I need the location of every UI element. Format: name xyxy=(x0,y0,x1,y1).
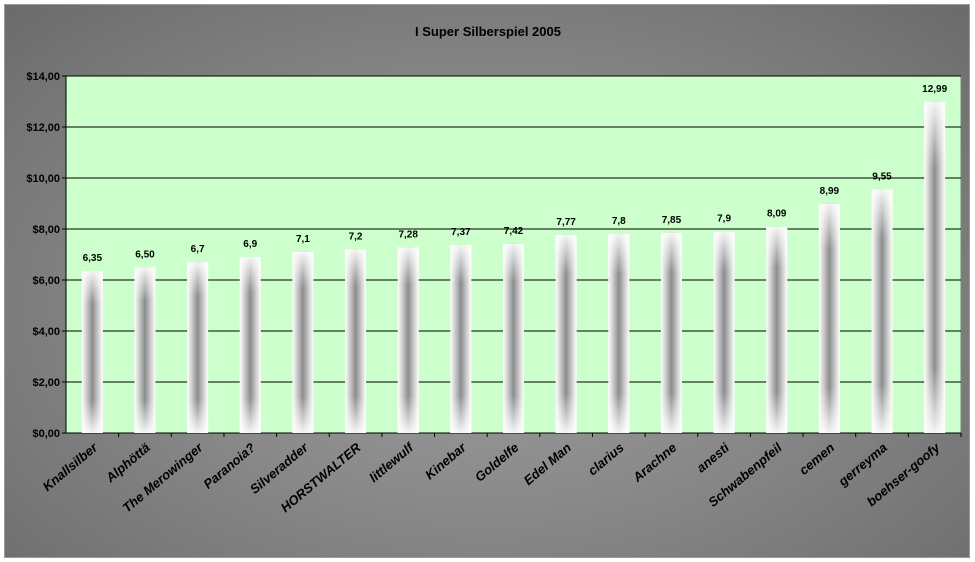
bar-highlight xyxy=(397,247,419,433)
bar-highlight xyxy=(818,203,840,433)
data-label: 7,9 xyxy=(717,214,731,225)
y-tick-label: $14,00 xyxy=(26,71,60,83)
data-label: 7,8 xyxy=(612,216,626,227)
data-label: 7,42 xyxy=(504,226,524,237)
y-tick-label: $0,00 xyxy=(32,428,60,440)
bar-highlight xyxy=(239,257,261,433)
data-label: 7,77 xyxy=(556,217,576,228)
data-label: 7,85 xyxy=(662,215,682,226)
bar-highlight xyxy=(81,271,103,433)
y-tick-label: $10,00 xyxy=(26,173,60,185)
category-label: anesti xyxy=(694,440,733,476)
data-label: 9,55 xyxy=(872,171,892,182)
bar-highlight xyxy=(924,101,946,433)
bar-highlight xyxy=(345,249,367,433)
y-tick-label: $8,00 xyxy=(32,224,60,236)
data-label: 6,9 xyxy=(243,239,257,250)
category-label: Edel Man xyxy=(521,440,574,488)
data-label: 12,99 xyxy=(922,84,947,95)
bar-highlight xyxy=(187,262,209,433)
chart-title: I Super Silberspiel 2005 xyxy=(415,24,561,39)
bar-highlight xyxy=(660,232,682,433)
y-tick-label: $6,00 xyxy=(32,275,60,287)
category-label: clarius xyxy=(585,440,627,478)
data-label: 7,37 xyxy=(451,227,471,238)
bar-highlight xyxy=(292,251,314,433)
data-label: 6,35 xyxy=(83,253,103,264)
category-label: Arachne xyxy=(629,440,679,486)
bar-highlight xyxy=(555,234,577,433)
y-tick-label: $2,00 xyxy=(32,377,60,389)
data-label: 7,28 xyxy=(398,229,418,240)
y-tick-label: $12,00 xyxy=(26,122,60,134)
bar-highlight xyxy=(134,267,156,433)
data-label: 7,2 xyxy=(349,231,363,242)
bar-highlight xyxy=(503,243,524,433)
category-label: Goldelfe xyxy=(472,440,521,485)
category-label: Alphöttä xyxy=(102,440,153,486)
data-label: 7,1 xyxy=(296,234,310,245)
data-label: 8,09 xyxy=(767,209,787,220)
data-label: 6,50 xyxy=(135,249,155,260)
data-label: 8,99 xyxy=(820,186,840,197)
category-label: Kinebar xyxy=(422,439,469,482)
bar-highlight xyxy=(450,245,472,433)
category-label: Knallsilber xyxy=(40,439,101,494)
category-label: littlewulf xyxy=(366,439,417,485)
bar-highlight xyxy=(871,189,893,433)
category-label: cemen xyxy=(796,440,837,478)
bar-highlight xyxy=(713,231,735,433)
bar-highlight xyxy=(608,234,630,433)
y-tick-label: $4,00 xyxy=(32,326,60,338)
bar-highlight xyxy=(766,226,788,433)
data-label: 6,7 xyxy=(191,244,205,255)
